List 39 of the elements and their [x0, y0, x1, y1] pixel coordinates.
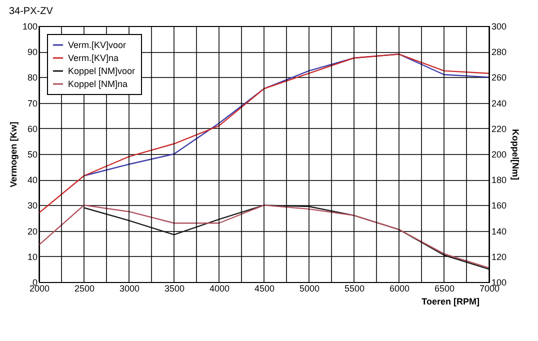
y2-tick-label: 160 [492, 200, 507, 211]
y-tick-label: 20 [27, 226, 38, 236]
x-tick-label: 2500 [74, 284, 95, 294]
legend-label: Verm.[KV]na [68, 53, 119, 63]
y-tick-label: 10 [27, 252, 38, 262]
y-tick-label: 70 [27, 98, 38, 108]
line-series [39, 54, 489, 214]
y2-tick-label: 120 [492, 252, 507, 262]
x-tick-label: 3500 [164, 284, 185, 294]
y2-tick-label: 240 [492, 98, 507, 108]
x-tick-label: 3000 [119, 284, 140, 294]
x-tick-label: 5500 [344, 284, 365, 294]
y-tick-label: 60 [27, 124, 38, 134]
y-tick-label: 80 [27, 72, 38, 83]
y-tick-label: 30 [27, 200, 38, 211]
y2-tick-label: 140 [492, 226, 507, 236]
x-tick-label: 5000 [299, 284, 320, 294]
y2-tick-label: 180 [492, 175, 507, 186]
y2-tick-label: 300 [492, 22, 507, 32]
y2-tick-label: 200 [492, 150, 507, 160]
y-tick-label: 40 [27, 175, 38, 186]
y-tick-label: 90 [27, 47, 38, 58]
legend-label: Koppel [NM]na [68, 79, 128, 89]
x-tick-label: 2000 [29, 284, 50, 294]
y-tick-label: 100 [22, 22, 38, 32]
y2-tick-label: 280 [492, 47, 507, 58]
x-axis-title: Toeren [RPM] [422, 296, 480, 306]
y2-tick-label: 260 [492, 72, 507, 83]
x-tick-label: 4500 [254, 284, 275, 294]
y-tick-label: 50 [27, 150, 38, 160]
x-tick-label: 6500 [434, 284, 455, 294]
y2-axis-title: Koppel[Nm] [510, 129, 521, 180]
legend-label: Koppel [NM]voor [68, 66, 136, 76]
legend-label: Verm.[KV]voor [68, 40, 126, 50]
x-tick-label: 4000 [209, 284, 230, 294]
x-tick-label: 6000 [389, 284, 410, 294]
chart-title: 34-PX-ZV [8, 6, 54, 17]
y-axis-title: Vermogen [Kw] [8, 122, 18, 188]
y2-tick-label: 220 [492, 124, 507, 134]
